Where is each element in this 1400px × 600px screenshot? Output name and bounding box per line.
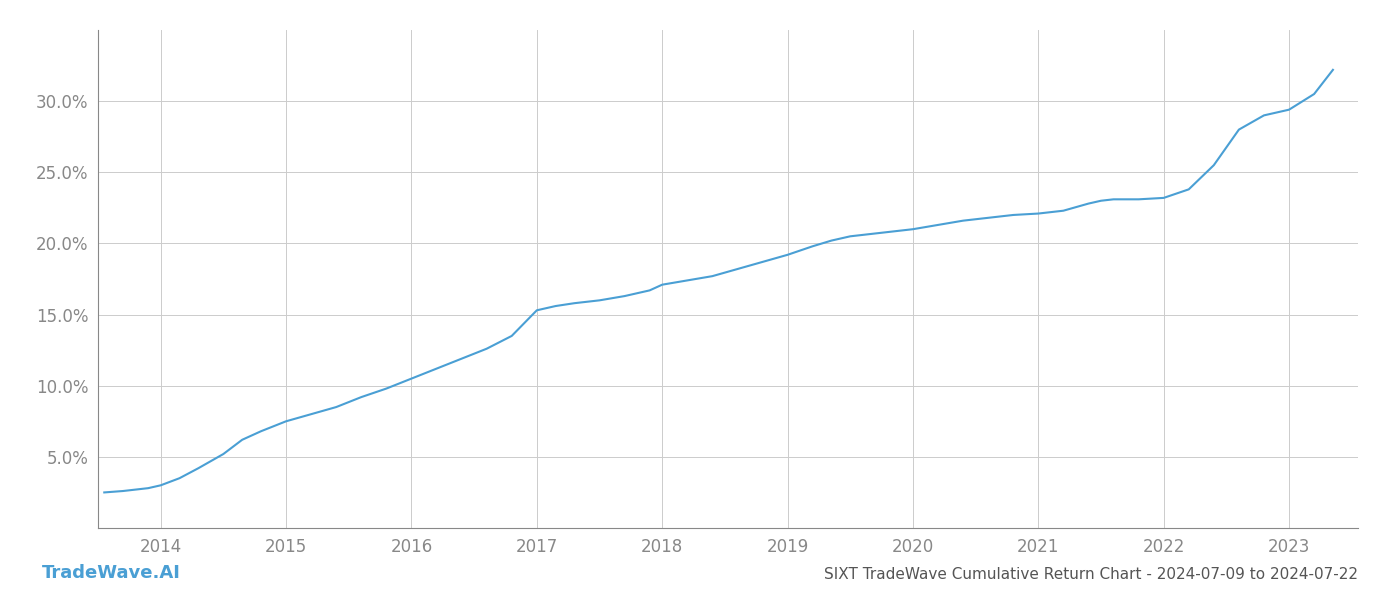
- Text: TradeWave.AI: TradeWave.AI: [42, 564, 181, 582]
- Text: SIXT TradeWave Cumulative Return Chart - 2024-07-09 to 2024-07-22: SIXT TradeWave Cumulative Return Chart -…: [825, 567, 1358, 582]
